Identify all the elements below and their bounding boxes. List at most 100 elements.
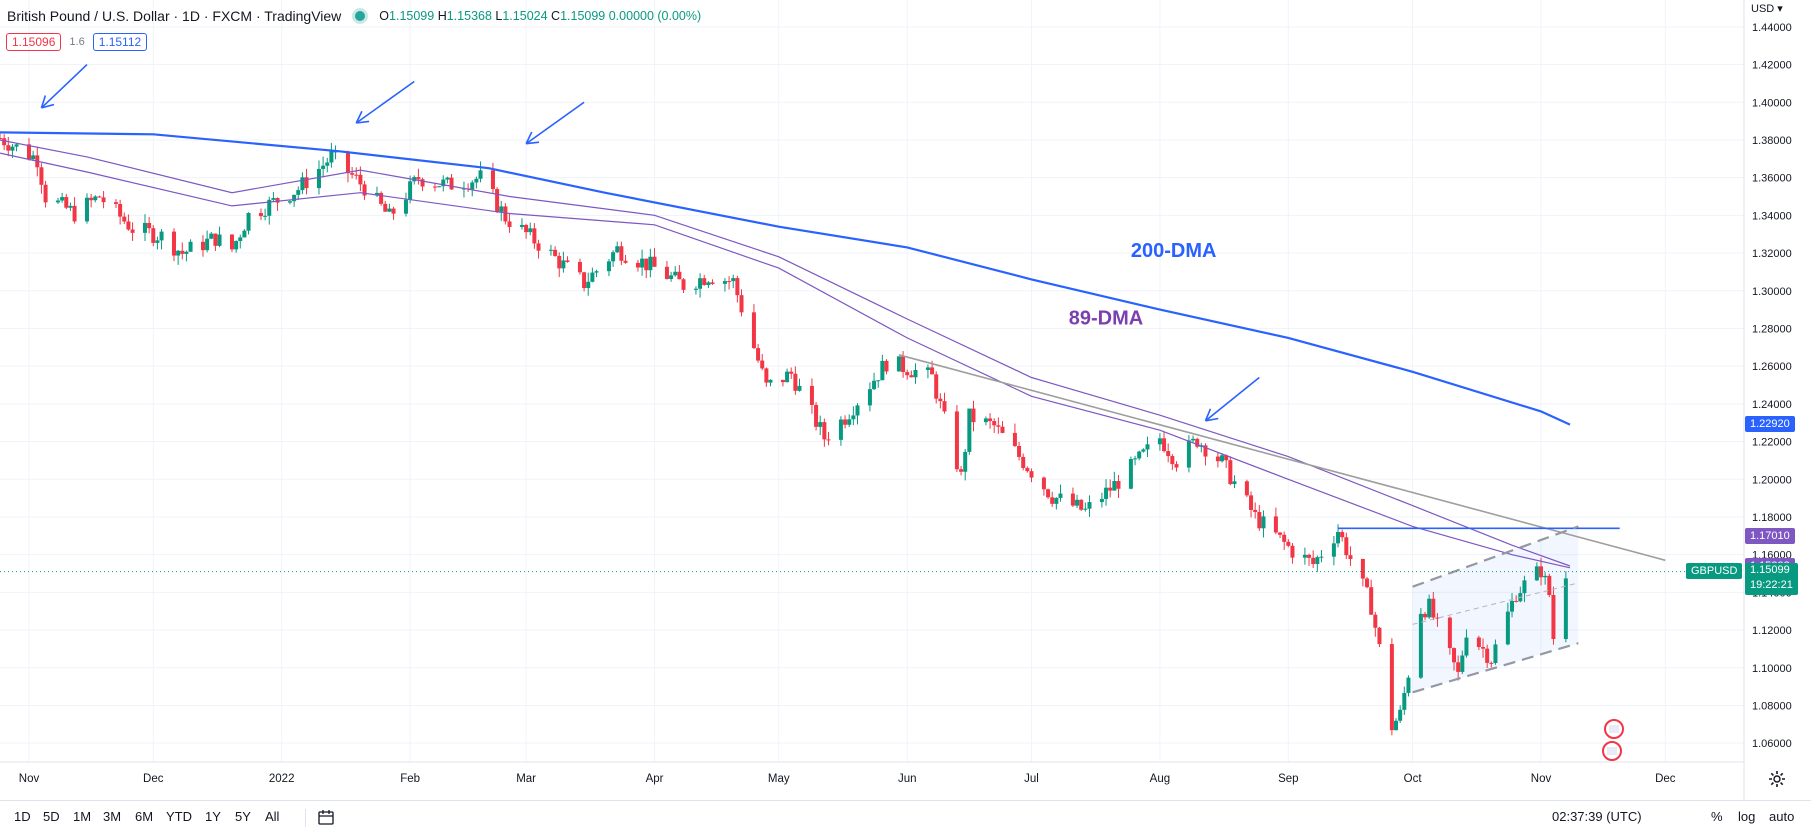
- candle-body: [1232, 481, 1237, 485]
- x-tick-label: Nov: [19, 773, 40, 785]
- x-tick-label: Dec: [143, 773, 164, 785]
- candle-body: [0, 138, 2, 140]
- candle-body: [722, 281, 727, 284]
- buy-price-button[interactable]: 1.15112: [92, 33, 148, 51]
- candle-body: [1493, 644, 1498, 664]
- y-tick-label: 1.10000: [1752, 663, 1792, 675]
- candle-body: [1186, 440, 1191, 468]
- candle-body: [1195, 438, 1200, 447]
- candle-body: [316, 168, 321, 189]
- timeframe-6m-button[interactable]: 6M: [135, 809, 154, 824]
- candle-body: [1012, 432, 1017, 446]
- annotation-arrow: [355, 80, 415, 124]
- candle-body: [1157, 438, 1162, 445]
- candle-body: [934, 374, 939, 399]
- settings-gear-icon[interactable]: [1767, 769, 1787, 789]
- y-tick-label: 1.32000: [1752, 248, 1792, 260]
- candle-body: [706, 282, 711, 285]
- candle-body: [793, 373, 798, 391]
- channel-lower-line: [1412, 642, 1579, 694]
- candle-body: [200, 241, 205, 251]
- candle-body: [938, 398, 943, 402]
- candle-body: [1257, 511, 1262, 529]
- candle-body: [1128, 459, 1133, 489]
- candle-body: [1398, 709, 1403, 721]
- candle-body: [1133, 458, 1138, 460]
- candle-body: [1286, 541, 1291, 546]
- x-tick-label: Sep: [1278, 773, 1298, 785]
- candle-body: [664, 266, 669, 279]
- log-scale-toggle[interactable]: log: [1738, 809, 1756, 824]
- candle-body: [408, 181, 413, 200]
- candle-body: [60, 197, 65, 201]
- candle-body: [1319, 556, 1324, 558]
- x-tick-label: Nov: [1531, 773, 1552, 785]
- candle-body: [184, 251, 189, 254]
- timeframe-1m-button[interactable]: 1M: [73, 809, 92, 824]
- candle-body: [275, 198, 280, 203]
- timeframe-1d-button[interactable]: 1D: [14, 809, 31, 824]
- candle-body: [287, 201, 292, 203]
- currency-selector[interactable]: USD ▾: [1751, 3, 1783, 15]
- last-price-label: 1.15099 19:22:21: [1745, 562, 1798, 595]
- market-status-dot: [355, 11, 366, 21]
- candle-body: [147, 222, 152, 229]
- calendar-range-icon[interactable]: [317, 808, 335, 826]
- candle-body: [142, 222, 147, 233]
- candle-body: [669, 275, 674, 279]
- candle-body: [623, 260, 628, 263]
- candle-body: [635, 262, 640, 268]
- timeframe-5y-button[interactable]: 5Y: [235, 809, 251, 824]
- candle-body: [416, 177, 421, 180]
- candle-body: [1054, 497, 1059, 504]
- x-tick-label: Feb: [400, 773, 420, 785]
- candle-body: [229, 234, 234, 250]
- candle-body: [122, 216, 127, 222]
- timeframe-all-button[interactable]: All: [265, 809, 280, 824]
- candle-body: [1464, 637, 1469, 656]
- candle-body: [358, 174, 363, 185]
- candle-body: [490, 170, 495, 190]
- candle-body: [1302, 554, 1307, 558]
- timeframe-ytd-button[interactable]: YTD: [166, 809, 192, 824]
- utc-clock[interactable]: 02:37:39 (UTC): [1552, 809, 1642, 824]
- candle-body: [942, 401, 947, 412]
- y-tick-label: 1.22000: [1752, 437, 1792, 449]
- candle-body: [1041, 477, 1046, 490]
- candle-body: [1331, 543, 1336, 557]
- candle-body: [971, 408, 976, 423]
- auto-scale-toggle[interactable]: auto: [1769, 809, 1795, 824]
- y-tick-label: 1.18000: [1752, 512, 1792, 524]
- candle-body: [1166, 451, 1171, 456]
- candle-body: [896, 356, 901, 372]
- candle-body: [1021, 456, 1026, 468]
- candle-body: [354, 174, 359, 176]
- candle-body: [321, 165, 326, 169]
- candle-body: [379, 192, 384, 204]
- candle-body: [383, 203, 388, 212]
- candle-body: [234, 241, 239, 250]
- candle-body: [292, 194, 297, 202]
- candle-body: [97, 196, 102, 198]
- annotation-arrow: [1204, 376, 1260, 422]
- candle-body: [1141, 449, 1146, 452]
- candle-body: [445, 177, 450, 180]
- annotation-200dma: 200-DMA: [1131, 240, 1217, 262]
- candle-body: [1369, 587, 1374, 615]
- candle-body: [1431, 598, 1436, 618]
- price-chart[interactable]: 1.44000 1.42000 1.40000 1.38000 1.36000 1.340…: [0, 0, 1811, 800]
- y-tick-label: 1.24000: [1752, 399, 1792, 411]
- candle-body: [739, 295, 744, 313]
- candle-body: [1029, 471, 1034, 478]
- timeframe-5d-button[interactable]: 5D: [43, 809, 60, 824]
- sell-price-button[interactable]: 1.15096: [6, 33, 62, 51]
- percent-scale-toggle[interactable]: %: [1711, 809, 1723, 824]
- symbol-title[interactable]: British Pound / U.S. Dollar · 1D · FXCM …: [7, 8, 342, 24]
- timeframe-3m-button[interactable]: 3M: [103, 809, 122, 824]
- candle-body: [217, 234, 222, 246]
- arrow-head: [1204, 408, 1212, 422]
- channel-upper-line: [1412, 525, 1579, 588]
- x-tick-label: Apr: [646, 773, 664, 785]
- x-tick-label: Jun: [898, 773, 917, 785]
- timeframe-1y-button[interactable]: 1Y: [205, 809, 221, 824]
